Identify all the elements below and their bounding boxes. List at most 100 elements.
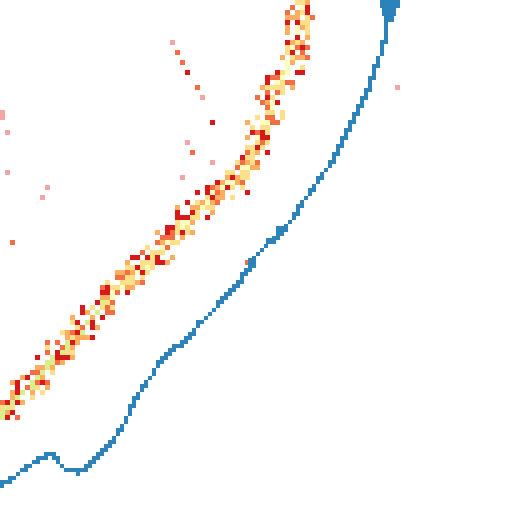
blue-line-pixel [340, 136, 344, 140]
heat-pixel [185, 215, 190, 220]
heat-pixel [150, 265, 155, 270]
blue-line-pixel [264, 244, 268, 248]
heat-pixel [60, 330, 65, 335]
heat-pixel [210, 160, 215, 165]
heat-pixel [250, 125, 255, 130]
heat-pixel [175, 225, 180, 230]
heat-pixel [290, 60, 295, 65]
blue-line-pixel [352, 116, 356, 120]
heat-pixel [270, 105, 275, 110]
blue-line-pixel [248, 268, 252, 272]
blue-line-pixel [136, 396, 140, 400]
heat-pixel [250, 150, 255, 155]
heat-pixel [300, 40, 305, 45]
blue-line-pixel [240, 280, 244, 284]
heat-pixel [45, 365, 50, 370]
heat-pixel [285, 20, 290, 25]
heat-pixel [160, 240, 165, 245]
heat-pixel [15, 415, 20, 420]
heat-pixel [40, 195, 45, 200]
heat-pixel [265, 140, 270, 145]
heat-pixel [70, 335, 75, 340]
heat-pixel [290, 50, 295, 55]
blue-line-pixel [336, 148, 340, 152]
blue-line-pixel [4, 480, 8, 484]
blue-line-pixel [266, 238, 272, 244]
heat-pixel [180, 230, 185, 235]
blue-line-pixel [124, 420, 128, 424]
heat-pixel [60, 350, 65, 355]
blue-line-pixel [172, 348, 176, 352]
heat-pixel [215, 190, 220, 195]
blue-line-pixel [116, 432, 120, 436]
blue-line-pixel [356, 112, 360, 116]
blue-line-pixel [352, 112, 356, 116]
heat-pixel [305, 5, 310, 10]
blue-line-pixel [384, 36, 388, 40]
blue-line-pixel [68, 468, 72, 472]
heat-pixel [185, 140, 190, 145]
heat-pixel [255, 135, 260, 140]
blue-line-pixel [72, 468, 76, 472]
heat-pixel [140, 280, 145, 285]
blue-line-pixel [228, 292, 232, 296]
heat-pixel [265, 110, 270, 115]
heat-pixel [240, 180, 245, 185]
heat-pixel [125, 275, 130, 280]
blue-line-pixel [24, 468, 28, 472]
heat-pixel [275, 90, 280, 95]
heat-pixel [10, 400, 15, 405]
heat-pixel [280, 115, 285, 120]
blue-line-pixel [236, 280, 240, 284]
heat-pixel [180, 220, 185, 225]
blue-line-pixel [372, 76, 376, 80]
blue-line-pixel [40, 456, 44, 460]
blue-line-pixel [52, 452, 56, 456]
blue-line-pixel [84, 468, 88, 472]
blue-line-pixel [144, 380, 148, 384]
heat-pixel [55, 340, 60, 345]
heat-pixel [35, 365, 40, 370]
heat-pixel [205, 185, 210, 190]
heat-pixel [25, 385, 30, 390]
heat-pixel [135, 265, 140, 270]
heat-pixel [300, 50, 305, 55]
heat-pixel [10, 240, 15, 245]
blue-line-pixel [216, 300, 220, 304]
blue-line-pixel [60, 464, 64, 468]
heat-pixel [25, 375, 30, 380]
heat-pixel [110, 285, 115, 290]
blue-line-pixel [232, 284, 236, 288]
heat-pixel [160, 250, 165, 255]
blue-line-pixel [368, 84, 372, 88]
heat-pixel [290, 80, 295, 85]
heat-pixel [185, 70, 190, 75]
heat-pixel [285, 60, 290, 65]
blue-line-pixel [212, 308, 216, 312]
blue-line-pixel [324, 168, 328, 172]
heat-pixel [100, 285, 105, 290]
blue-line-pixel [0, 480, 4, 484]
heat-pixel [285, 80, 290, 85]
heat-pixel [50, 360, 55, 365]
heat-pixel [60, 355, 65, 360]
heat-pixel [295, 20, 300, 25]
heat-pixel [165, 260, 170, 265]
blue-line-pixel [340, 144, 344, 148]
heat-pixel [245, 150, 250, 155]
heat-pixel [155, 240, 160, 245]
blue-line-pixel [292, 216, 296, 220]
blue-line-pixel [92, 456, 96, 460]
heat-pixel [250, 155, 255, 160]
heat-pixel [15, 380, 20, 385]
heat-pixel [235, 160, 240, 165]
heat-pixel [120, 280, 125, 285]
blue-line-pixel [308, 192, 312, 196]
heat-pixel [190, 210, 195, 215]
heat-pixel [210, 190, 215, 195]
heat-pixel [205, 190, 210, 195]
blue-line-pixel [148, 376, 152, 380]
heat-pixel [0, 115, 5, 120]
heat-pixel [260, 135, 265, 140]
